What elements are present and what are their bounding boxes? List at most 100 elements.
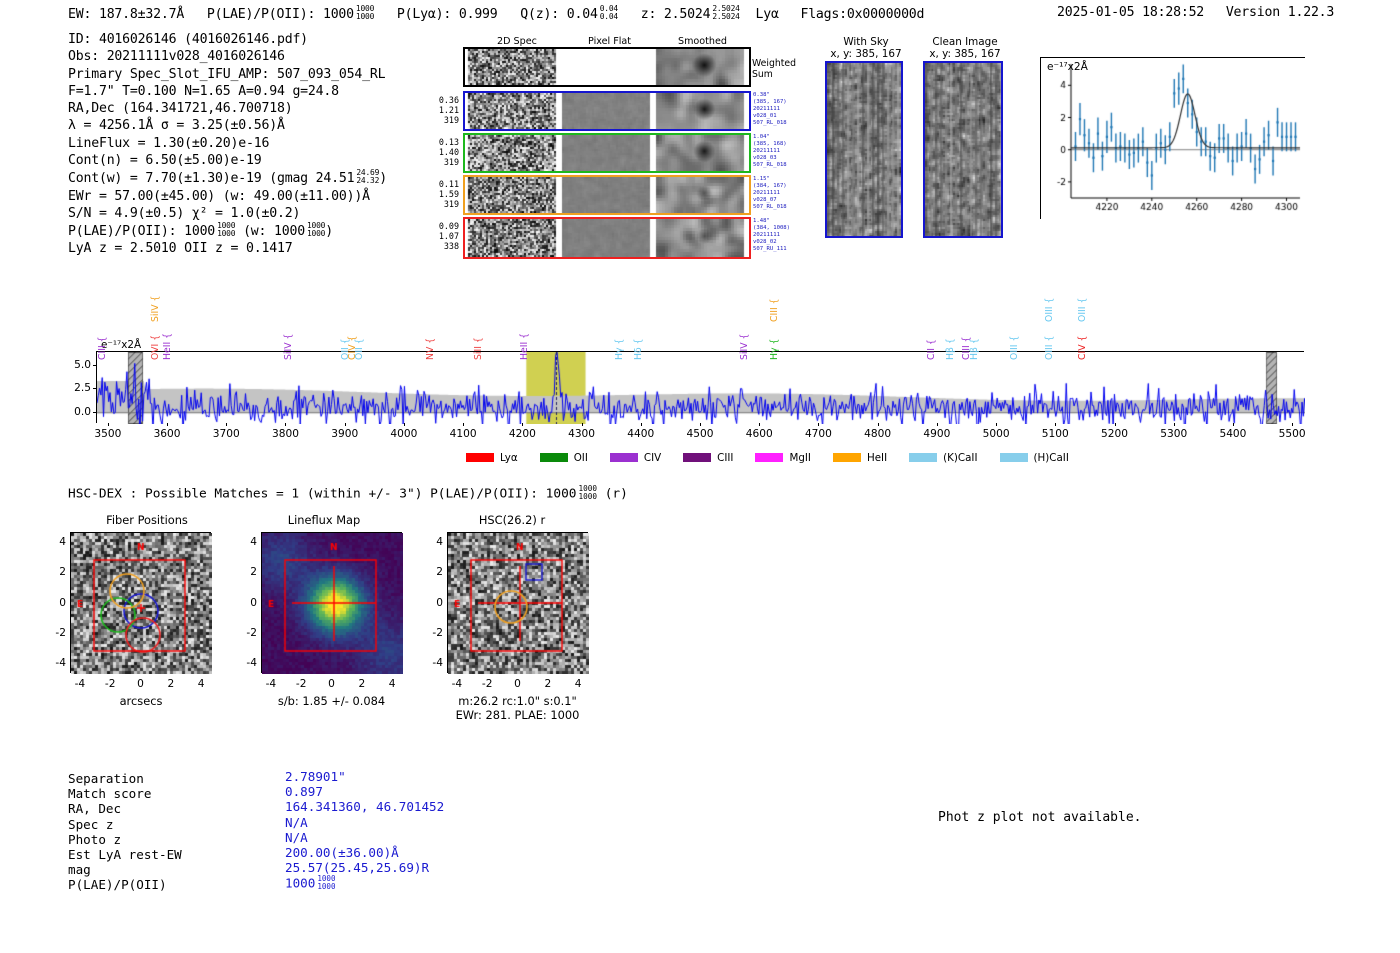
hscdex-headline: HSC-DEX : Possible Matches = 1 (within +… bbox=[68, 484, 628, 502]
table-row: N/A bbox=[285, 814, 308, 830]
legend-label: MgII bbox=[789, 452, 811, 464]
header-summary: EW: 187.8±32.7Å P(LAE)/P(OII): 1000 1000 1… bbox=[68, 4, 924, 22]
emission-line-label: NV { bbox=[425, 337, 437, 360]
info-cont-n: Cont(n) = 6.50(±5.00)e-19 bbox=[68, 153, 262, 169]
match-table-keys: Separation Match score RA, Dec Spec z Ph… bbox=[68, 771, 182, 893]
photoz-note: Phot z plot not available. bbox=[938, 810, 1142, 825]
table-row: Photo z bbox=[68, 831, 122, 847]
x-tick-label: 4700 bbox=[804, 428, 832, 440]
legend-label: CIII bbox=[717, 452, 734, 464]
cutout-y-tick-label: -2 bbox=[432, 626, 443, 639]
info-redshifts: LyA z = 2.5010 OII z = 0.1417 bbox=[68, 241, 293, 257]
lineflux-map-image bbox=[261, 532, 403, 674]
table-row: N/A bbox=[285, 829, 308, 845]
x-tick-label: 4300 bbox=[568, 428, 596, 440]
cutout-y-tick-label: 4 bbox=[250, 535, 257, 548]
emission-line-label: HeII { bbox=[161, 332, 173, 360]
x-tick bbox=[167, 423, 169, 426]
hsc-r-image bbox=[447, 532, 589, 674]
x-tick bbox=[581, 423, 583, 426]
header-qz-frac: 0.04 0.04 bbox=[599, 4, 618, 22]
x-tick-label: 3500 bbox=[94, 428, 122, 440]
cutout-y-tick-label: 4 bbox=[59, 535, 66, 548]
fiber-row-2-left-labels: 0.11 1.59 319 bbox=[438, 179, 459, 210]
table-row: P(LAE)/P(OII) bbox=[68, 877, 167, 893]
table-row: 2.78901" bbox=[285, 769, 346, 784]
cutout-y-tick-label: -4 bbox=[246, 657, 257, 670]
legend-swatch bbox=[539, 453, 568, 462]
info-id: ID: 4016026146 (4016026146.pdf) bbox=[68, 32, 308, 47]
panel-title-hsc-r: HSC(26.2) r bbox=[478, 513, 546, 527]
zoom-line-plot bbox=[1040, 57, 1306, 220]
match-plae-frac: 1000 1000 bbox=[317, 874, 336, 892]
x-tick bbox=[403, 423, 405, 426]
cutout-y-tick-label: -4 bbox=[432, 657, 443, 670]
fiber-row-0-left-labels: 0.36 1.21 319 bbox=[438, 95, 459, 126]
x-tick bbox=[1232, 423, 1234, 426]
y-tick bbox=[93, 365, 96, 367]
emission-line-label: SiIV { bbox=[150, 295, 162, 322]
emission-line-label: Hβ { bbox=[945, 338, 957, 360]
panel-title-fiber-positions: Fiber Positions bbox=[106, 513, 188, 527]
header-timestamp-version: 2025-01-05 18:28:52 Version 1.22.3 bbox=[1057, 5, 1334, 20]
x-tick bbox=[936, 423, 938, 426]
hscdex-plae-frac: 1000 1000 bbox=[578, 484, 597, 501]
header-z: z: 2.5024 bbox=[640, 6, 711, 22]
emission-line-label: SiIV { bbox=[283, 333, 295, 360]
header-plae-value: 1000 bbox=[322, 6, 354, 22]
emission-line-label: Hδ { bbox=[632, 338, 644, 360]
detection-info-block: ID: 4016026146 (4016026146.pdf) Obs: 202… bbox=[68, 31, 387, 258]
x-tick bbox=[107, 423, 109, 426]
info-plae: P(LAE)/P(OII): 1000 1000 1000 (w: 1000 1000… bbox=[68, 221, 333, 240]
header-z-frac: 2.5024 2.5024 bbox=[712, 4, 740, 22]
cutout-y-tick-label: 0 bbox=[436, 596, 443, 609]
header-plae-label: P(LAE)/P(OII): bbox=[206, 6, 316, 22]
y-tick bbox=[93, 411, 96, 413]
cutout-1-title: Clean Image x, y: 385, 167 bbox=[929, 36, 1001, 60]
x-tick-label: 3800 bbox=[272, 428, 299, 440]
emission-line-label: OIII { bbox=[1076, 297, 1088, 322]
emission-line-label: Hγ { bbox=[768, 338, 780, 360]
header-plae-frac: 1000 1000 bbox=[355, 4, 375, 22]
cutout-y-tick-label: 2 bbox=[59, 566, 66, 579]
emission-line-label: SiIV { bbox=[739, 333, 751, 360]
info-sn-chi2: S/N = 4.9(±0.5) χ² = 1.0(±0.2) bbox=[68, 205, 301, 221]
table-row: mag bbox=[68, 862, 91, 878]
table-row: 25.57(25.45,25.69)R bbox=[285, 860, 430, 876]
cutout-y-tick-label: 0 bbox=[59, 596, 66, 609]
legend-swatch bbox=[909, 453, 938, 462]
fiber-row-0-right-labels: 0.38" (385, 167) 20211111 v028_01 507_RL… bbox=[753, 92, 787, 127]
x-tick bbox=[226, 423, 228, 426]
cutout-x-tick-label: -2 bbox=[295, 678, 307, 690]
header-lya: Lyα bbox=[755, 6, 779, 22]
x-tick bbox=[1055, 423, 1057, 426]
x-tick-label: 5300 bbox=[1160, 428, 1188, 440]
x-tick-label: 4200 bbox=[508, 428, 536, 440]
cutout-x-tick-label: 2 bbox=[544, 678, 552, 690]
x-tick bbox=[463, 423, 465, 426]
x-tick bbox=[877, 423, 879, 426]
match-table-values: 2.78901" 0.897 164.341360, 46.701452 N/A… bbox=[285, 769, 444, 891]
legend-label: CIV bbox=[643, 452, 662, 464]
cutout-y-tick-label: -4 bbox=[55, 657, 66, 670]
header-qz: Q(z): 0.04 bbox=[520, 6, 598, 22]
info-cont-w: Cont(w) = 7.70(±1.30)e-19 (gmag 24.51 24.… bbox=[68, 168, 387, 187]
panel-fiber-row-1 bbox=[463, 133, 751, 173]
cutout-x-tick-label: 0 bbox=[514, 678, 521, 690]
emission-line-label: OIII { bbox=[1008, 335, 1020, 360]
y-tick-label: 5.0 bbox=[74, 359, 91, 372]
x-tick-label: 5100 bbox=[1041, 428, 1069, 440]
cutout-y-tick-label: -2 bbox=[246, 626, 257, 639]
x-tick-label: 3700 bbox=[212, 428, 240, 440]
full-spectrum-plot bbox=[96, 351, 1305, 424]
emission-line-label: OII { bbox=[354, 338, 366, 360]
cutout-clean-image bbox=[923, 61, 1003, 238]
info-lambda-sigma: λ = 4256.1Å σ = 3.25(±0.56)Å bbox=[68, 118, 285, 134]
fiber-row-2-right-labels: 1.15" (384, 167) 20211111 v028_07 507_RL… bbox=[753, 176, 787, 211]
x-tick-label: 4600 bbox=[745, 428, 773, 440]
x-tick bbox=[700, 423, 701, 426]
info-ewr: EWr = 57.00(±45.00) (w: 49.00(±11.00))Å bbox=[68, 188, 370, 204]
x-tick-label: 5500 bbox=[1278, 428, 1306, 440]
col-title-smoothed: Smoothed bbox=[678, 36, 728, 47]
x-tick bbox=[522, 423, 524, 426]
